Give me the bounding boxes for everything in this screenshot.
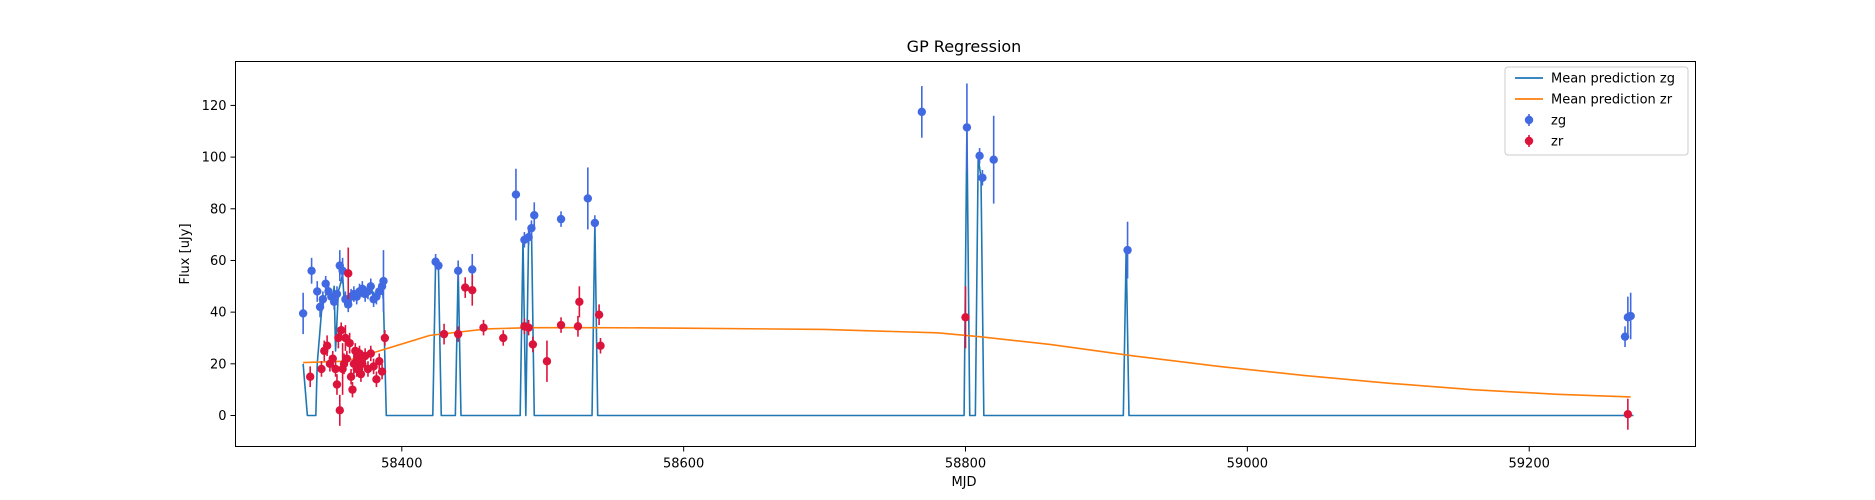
data-point — [453, 266, 463, 275]
data-point — [511, 190, 521, 199]
data-point — [530, 211, 539, 220]
data-point — [1623, 410, 1633, 419]
data-point — [453, 329, 463, 339]
chart-title: GP Regression — [907, 37, 1022, 56]
data-point — [345, 338, 354, 348]
data-point — [556, 214, 566, 224]
legend-label: Mean prediction zr — [1551, 93, 1673, 108]
data-point — [575, 297, 584, 307]
legend-label: zg — [1551, 114, 1566, 129]
data-point — [317, 364, 326, 374]
data-point — [583, 194, 593, 203]
data-point — [328, 354, 337, 363]
legend-label: Mean prediction zg — [1551, 72, 1675, 87]
x-tick-label: 58400 — [381, 457, 422, 472]
y-tick-label: 20 — [210, 357, 227, 372]
data-point — [989, 155, 998, 164]
data-point — [366, 349, 375, 358]
plot-content — [298, 83, 1635, 430]
series-points-zr — [305, 247, 1633, 430]
y-tick-label: 80 — [210, 202, 227, 217]
data-point — [332, 380, 342, 389]
legend-label: zr — [1551, 135, 1564, 150]
data-point — [335, 406, 344, 415]
data-point — [348, 385, 357, 394]
x-axis-label: MJD — [951, 475, 976, 490]
data-point — [372, 375, 381, 384]
data-point — [461, 283, 470, 292]
data-point — [524, 323, 533, 332]
y-tick-label: 40 — [210, 306, 227, 321]
data-point — [379, 276, 388, 286]
data-point — [322, 341, 332, 350]
data-point — [975, 151, 984, 161]
data-point — [468, 285, 477, 295]
data-point — [573, 322, 583, 331]
data-point — [336, 326, 346, 335]
data-point — [479, 323, 488, 332]
series-line-1 — [303, 326, 1631, 398]
data-point — [962, 123, 972, 132]
legend-point-swatch — [1524, 136, 1534, 146]
data-point — [346, 372, 356, 381]
data-point — [380, 333, 390, 343]
data-point — [917, 107, 927, 117]
y-tick-label: 60 — [210, 254, 227, 269]
data-point — [1123, 245, 1132, 255]
data-point — [298, 309, 308, 318]
legend: Mean prediction zg Mean prediction zr zg zr — [1504, 66, 1689, 156]
data-point — [594, 310, 604, 319]
data-point — [596, 341, 605, 350]
data-point — [978, 173, 987, 182]
data-point — [344, 269, 353, 278]
y-tick-label: 100 — [202, 151, 227, 166]
x-tick-label: 59200 — [1509, 457, 1550, 472]
y-tick-label: 0 — [218, 409, 226, 424]
x-tick-label: 59000 — [1227, 457, 1268, 472]
data-point — [318, 295, 328, 304]
data-point — [961, 313, 970, 322]
x-tick-label: 58800 — [945, 457, 986, 472]
data-point — [468, 265, 477, 274]
y-axis-label: Flux [uJy] — [178, 223, 193, 284]
data-point — [434, 261, 443, 270]
data-point — [499, 333, 508, 343]
y-tick-label: 120 — [202, 99, 227, 114]
x-tick-label: 58600 — [663, 457, 704, 472]
data-point — [342, 354, 352, 363]
legend-box — [1504, 66, 1689, 156]
y-axis: 0 20 40 60 80 100 120 — [202, 99, 236, 424]
x-axis: 58400 58600 58800 59000 59200 — [381, 446, 1550, 472]
data-point — [366, 282, 375, 291]
data-point — [542, 357, 552, 366]
data-point — [356, 369, 366, 379]
data-point — [556, 320, 566, 330]
data-point — [313, 287, 322, 296]
data-point — [305, 372, 315, 381]
data-point — [377, 367, 387, 376]
data-point — [590, 218, 600, 228]
data-point — [332, 289, 342, 299]
data-point — [375, 357, 384, 366]
data-point — [439, 329, 449, 339]
data-point — [307, 266, 316, 275]
plot-area — [298, 83, 1635, 430]
data-point — [369, 362, 378, 371]
data-point — [528, 340, 538, 349]
data-point — [1626, 311, 1635, 321]
data-point — [331, 364, 340, 374]
legend-point-swatch — [1524, 115, 1534, 125]
